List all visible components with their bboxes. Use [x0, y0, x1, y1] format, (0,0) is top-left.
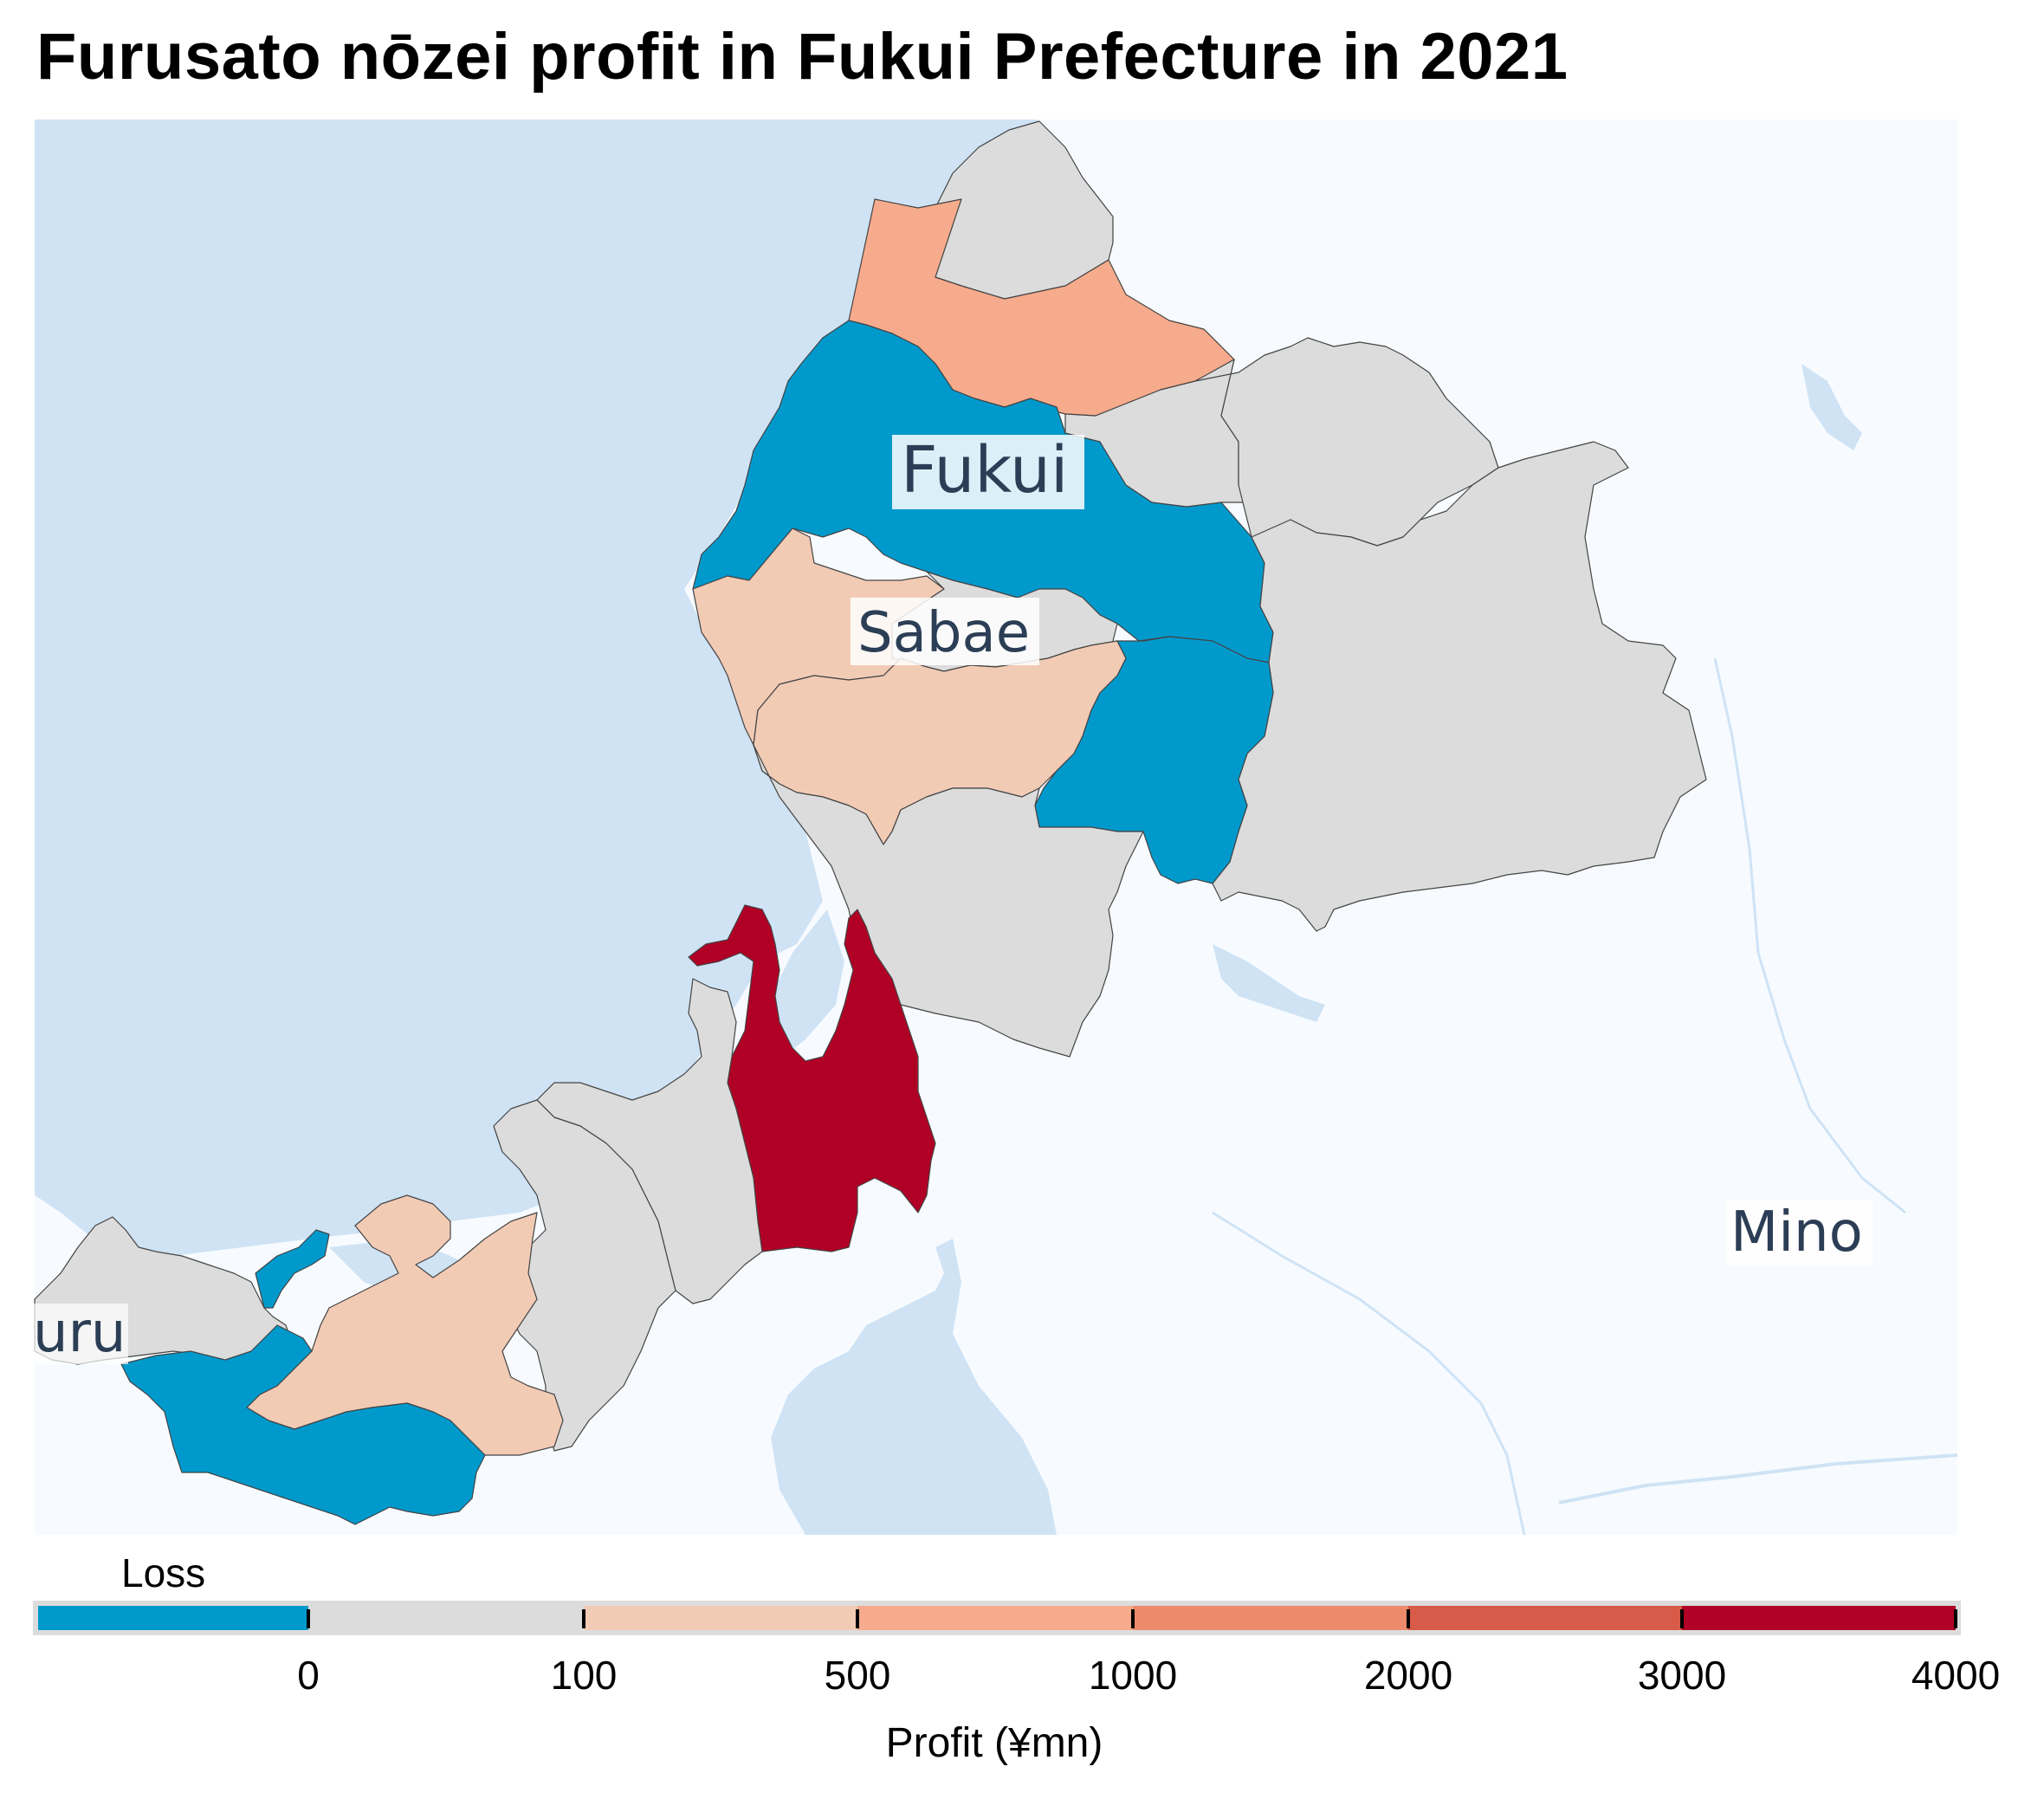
- river: [1713, 657, 1906, 1214]
- sea-area: [35, 120, 1039, 1256]
- region-ikeda: [1034, 636, 1274, 884]
- colorbar-segment-loss: [38, 1606, 308, 1630]
- place-label-turu: uru: [33, 1301, 126, 1365]
- tick-label: 100: [551, 1653, 618, 1698]
- dam-lake: [1213, 944, 1325, 1022]
- colorbar-segment-100-500: [584, 1606, 857, 1630]
- label-turu: uru: [33, 1301, 128, 1365]
- colorbar-axis-label: Profit (¥mn): [886, 1720, 1103, 1766]
- loss-label: Loss: [121, 1550, 205, 1595]
- tick-label: 0: [297, 1653, 320, 1698]
- label-fukui: Fukui: [892, 433, 1084, 509]
- place-label-fukui: Fukui: [901, 433, 1068, 508]
- tick-label: 2000: [1364, 1653, 1452, 1698]
- tick-label: 500: [825, 1653, 891, 1698]
- bay: [762, 909, 844, 1057]
- place-label-mino: Mino: [1730, 1200, 1863, 1265]
- place-label-sabae: Sabae: [857, 601, 1030, 665]
- region-obama: [246, 1194, 564, 1456]
- river: [1212, 1211, 1526, 1536]
- map-title: Furusato nōzei profit in Fukui Prefectur…: [36, 20, 1569, 94]
- tick-label: 4000: [1911, 1653, 2000, 1698]
- lake-north: [1801, 364, 1862, 450]
- label-sabae: Sabae: [851, 598, 1039, 665]
- colorbar-segment-500-1000: [857, 1606, 1133, 1630]
- colorbar-segment-2000-3000: [1408, 1606, 1682, 1630]
- colorbar-segment-1000-2000: [1133, 1606, 1408, 1630]
- region-wakasa: [493, 1099, 676, 1452]
- region-oi-peninsula: [255, 1229, 330, 1309]
- tick-label: 3000: [1638, 1653, 1726, 1698]
- colorbar-legend: Loss 0 100 500 1000 2000 3000 4000 Profi…: [33, 1550, 2000, 1766]
- colorbar-segment-0-100: [308, 1606, 584, 1630]
- label-mino: Mino: [1725, 1200, 1873, 1265]
- region-oi: [120, 1324, 486, 1525]
- lake-biwa: [771, 1239, 1057, 1535]
- river: [1558, 1453, 1958, 1505]
- tick-label: 1000: [1089, 1653, 1177, 1698]
- colorbar-segment-3000-4000: [1682, 1606, 1956, 1630]
